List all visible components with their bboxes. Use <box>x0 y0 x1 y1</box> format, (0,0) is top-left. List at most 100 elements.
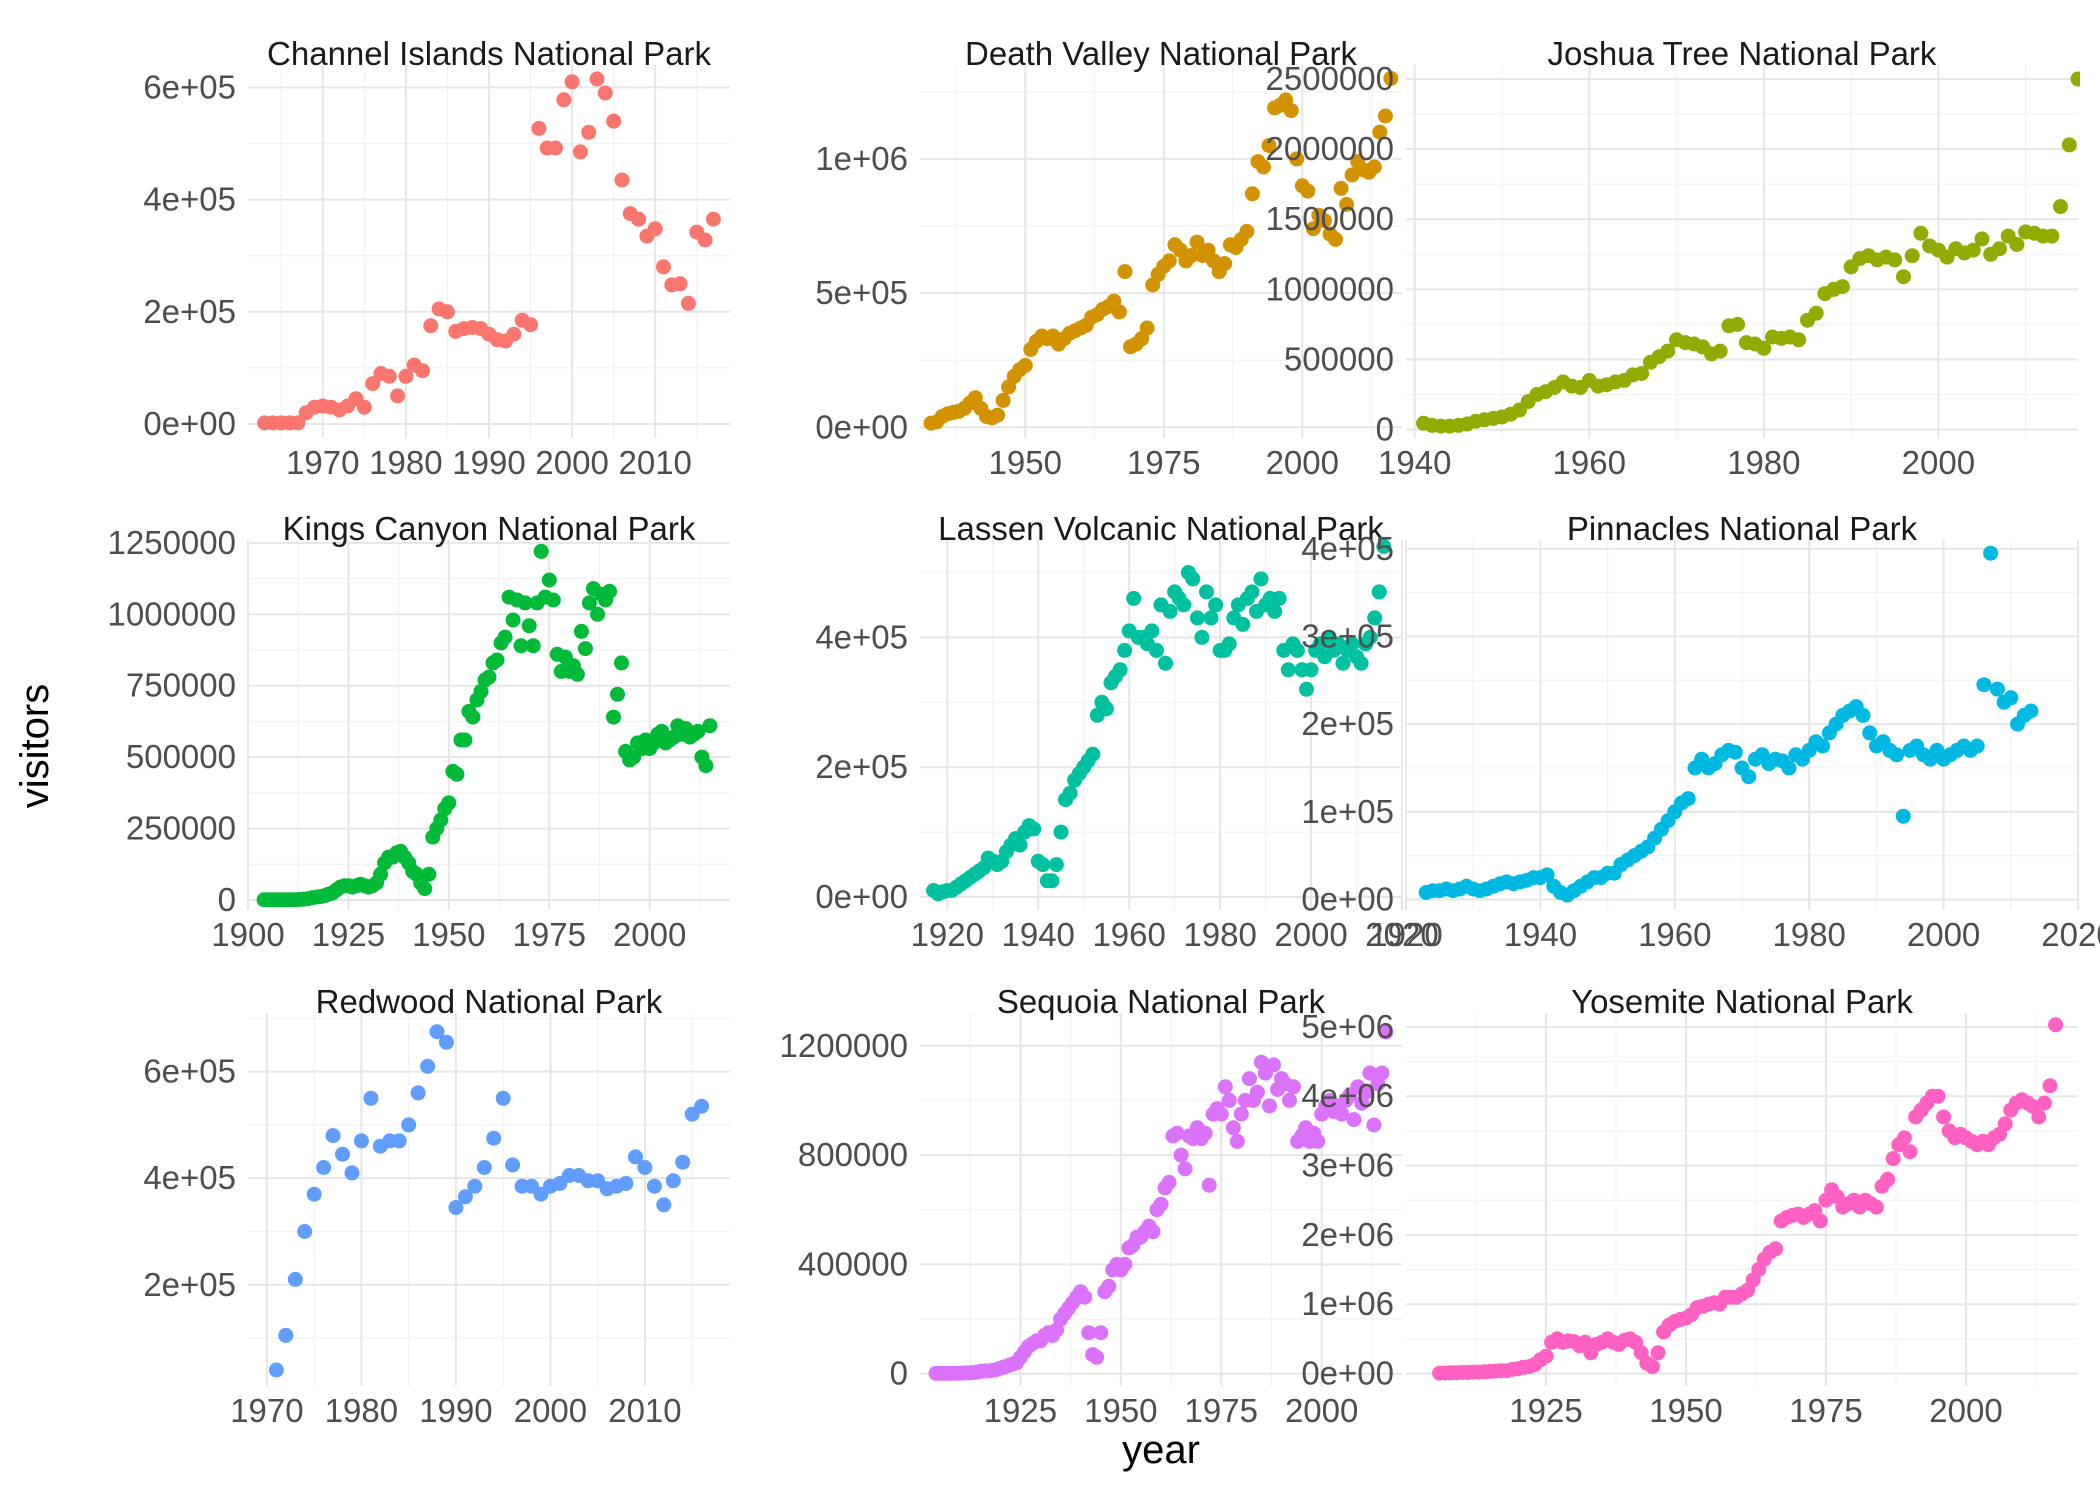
data-point <box>1201 1177 1217 1193</box>
data-point <box>1280 662 1296 678</box>
data-point <box>581 124 597 140</box>
data-point <box>525 638 541 654</box>
facet-panels: 1970 1980 1990 2000 2010 0e+00 2e+05 4e+05 6e+05… <box>108 35 2100 1429</box>
data-point <box>1161 253 1177 269</box>
data-points <box>926 539 1392 902</box>
data-point <box>417 881 433 897</box>
data-point <box>1221 636 1237 652</box>
data-point <box>1902 1144 1918 1160</box>
data-point <box>441 795 457 811</box>
data-point <box>473 683 489 699</box>
data-point <box>1781 760 1797 776</box>
data-point <box>1299 681 1314 697</box>
data-point <box>429 1024 445 1040</box>
data-point <box>606 709 621 725</box>
y-tick-label: 2e+05 <box>143 293 236 330</box>
y-tick-label: 1250000 <box>108 524 236 561</box>
data-point <box>2044 228 2060 244</box>
panel-death-valley-national-park: 1950 1975 2000 0e+00 5e+05 1e+06 Death Valley … <box>815 35 1402 481</box>
x-tick-label: 1940 <box>1002 916 1075 953</box>
x-tick-label: 1980 <box>1772 916 1845 953</box>
panel-lassen-volcanic-national-park: 1920 1940 1960 1980 2000 20200e+002e+054e+05L… <box>815 510 1438 953</box>
x-tick-label: 1980 <box>369 444 442 481</box>
y-tick-label: 2e+05 <box>1301 705 1394 742</box>
x-tick-label: 1950 <box>412 916 485 953</box>
data-point <box>2036 1095 2052 1111</box>
data-point <box>2003 690 2019 706</box>
data-point <box>439 304 455 320</box>
data-point <box>486 1130 502 1146</box>
data-point <box>1077 1289 1093 1305</box>
data-point <box>2009 237 2025 252</box>
facet-title: Death Valley National Park <box>965 35 1357 72</box>
data-point <box>1117 264 1133 280</box>
data-point <box>531 120 547 136</box>
data-point <box>1235 616 1251 632</box>
data-point <box>401 1117 417 1133</box>
data-point <box>1976 677 1992 693</box>
data-point <box>573 623 589 639</box>
data-point <box>1538 1348 1554 1364</box>
data-point <box>1177 1161 1193 1177</box>
data-point <box>1376 539 1392 554</box>
data-point <box>702 718 718 734</box>
y-tick-label: 400000 <box>798 1245 908 1282</box>
facet-title: Sequoia National Park <box>997 983 1326 1020</box>
y-tick-label: 5e+06 <box>1301 1008 1394 1045</box>
data-point <box>637 1160 653 1175</box>
y-tick-label: 1200000 <box>780 1027 908 1064</box>
x-tick-label: 1990 <box>452 444 525 481</box>
data-point <box>1362 1065 1378 1081</box>
data-point <box>390 388 406 404</box>
y-axis: 0e+00 2e+05 4e+05 <box>815 618 1402 915</box>
data-point <box>1930 1088 1946 1104</box>
data-point <box>1992 241 2007 257</box>
x-tick-label: 1970 <box>286 444 359 481</box>
data-point <box>1289 151 1305 167</box>
data-point <box>1895 808 1911 824</box>
data-point <box>1289 642 1305 658</box>
data-point <box>569 666 585 682</box>
data-point <box>1300 183 1316 199</box>
y-tick-label: 4e+05 <box>815 618 908 655</box>
data-point <box>665 1173 681 1189</box>
data-point <box>513 638 529 654</box>
x-tick-label: 2000 <box>1285 1392 1358 1429</box>
data-point <box>1176 597 1192 613</box>
x-tick-label: 1980 <box>1727 444 1800 481</box>
data-point <box>1834 279 1850 295</box>
data-point <box>1229 1133 1245 1149</box>
data-point <box>1383 70 1399 86</box>
data-point <box>1081 1325 1097 1341</box>
data-point <box>489 652 505 668</box>
data-point <box>680 295 696 311</box>
panel-joshua-tree-national-park: 1940 1960 1980 2000 0 500000 1000000 1500000 200… <box>1266 35 2080 481</box>
data-point <box>656 1197 672 1213</box>
data-point <box>2031 1109 2047 1125</box>
x-tick-label: 1960 <box>1638 916 1711 953</box>
data-point <box>420 1058 436 1074</box>
data-point <box>448 1200 464 1215</box>
data-point <box>610 686 625 702</box>
facet-title: Redwood National Park <box>316 983 663 1020</box>
data-point <box>1256 159 1271 175</box>
data-point <box>1372 124 1388 140</box>
data-point <box>1286 1079 1301 1095</box>
y-tick-label: 0e+00 <box>815 408 908 445</box>
x-tick-label: 1940 <box>1378 444 1451 481</box>
data-point <box>523 317 539 333</box>
data-point <box>481 669 497 685</box>
minor-gridlines <box>248 1013 730 1386</box>
data-point <box>1730 316 1746 332</box>
data-point <box>1913 225 1929 241</box>
facet-title: Pinnacles National Park <box>1567 510 1918 547</box>
data-point <box>1936 1109 1952 1125</box>
data-point <box>1267 603 1283 619</box>
x-tick-label: 1990 <box>419 1392 492 1429</box>
x-axis: 1970 1980 1990 2000 2010 <box>286 65 692 481</box>
data-point <box>1271 590 1287 606</box>
data-point <box>1644 1359 1660 1375</box>
data-point <box>1305 221 1321 237</box>
data-point <box>1173 1147 1189 1163</box>
data-point <box>1012 837 1028 853</box>
